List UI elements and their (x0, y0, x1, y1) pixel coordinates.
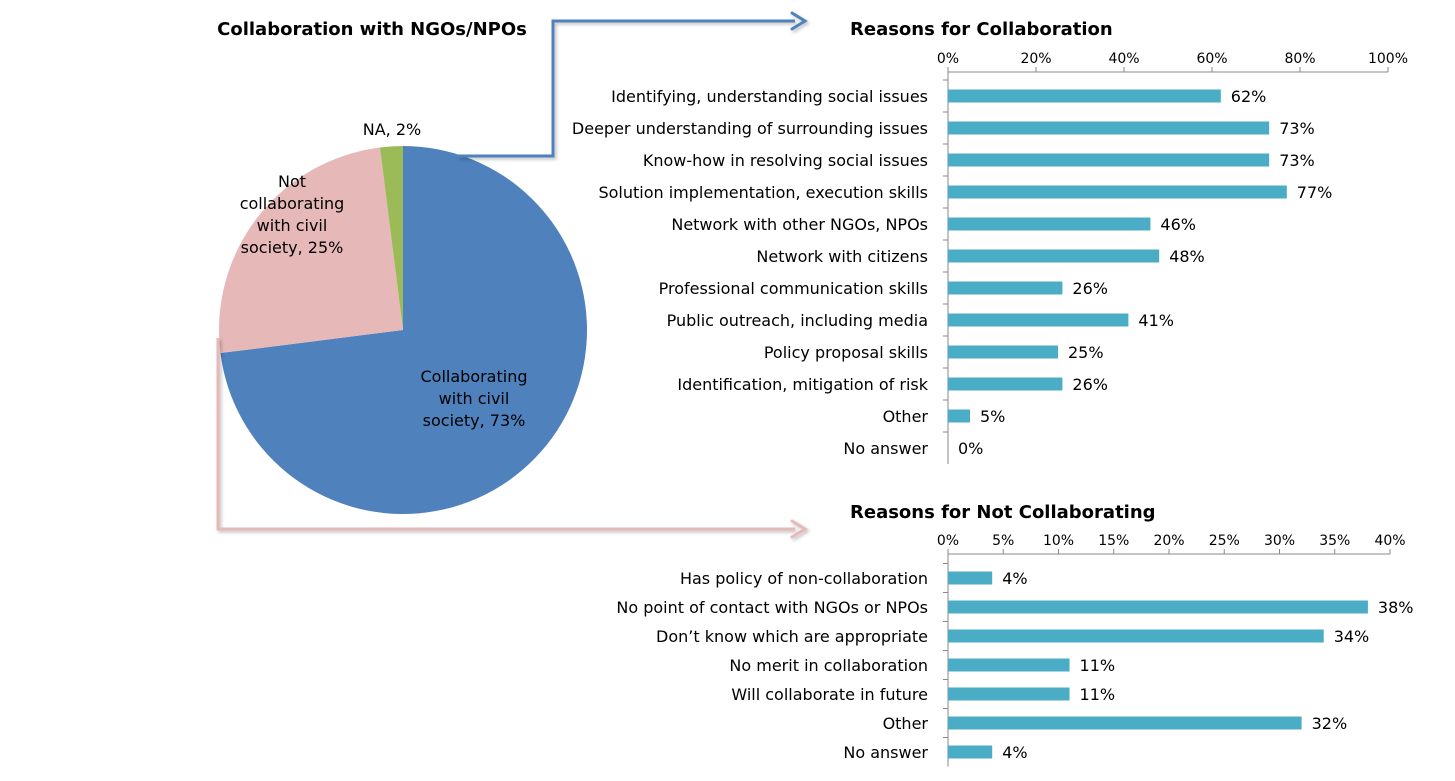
not-collaborating-chart-title: Reasons for Not Collaborating (850, 502, 1156, 523)
x-tick-label: 80% (1284, 51, 1315, 67)
data-label: 26% (1072, 279, 1108, 298)
x-tick-label: 30% (1264, 533, 1295, 549)
category-label: Has policy of non-collaboration (680, 569, 928, 588)
connector-arrows (216, 11, 808, 539)
data-label: 34% (1334, 627, 1370, 646)
pie-slice-label: NA, 2% (363, 120, 421, 139)
arrowhead-blue-icon (790, 11, 808, 31)
x-tick-label: 10% (1043, 533, 1074, 549)
data-label: 77% (1297, 183, 1333, 202)
data-label: 11% (1080, 656, 1116, 675)
not-collaborating-reasons-chart: Reasons for Not Collaborating 0% 5% 10% 15%… (616, 502, 1413, 767)
bar (948, 571, 993, 585)
category-label: No merit in collaboration (729, 656, 928, 675)
category-label: Identifying, understanding social issues (611, 87, 928, 106)
category-label: No point of contact with NGOs or NPOs (616, 598, 928, 617)
category-label: Identification, mitigation of risk (677, 375, 928, 394)
x-tick-label: 20% (1153, 533, 1184, 549)
data-label: 11% (1080, 685, 1116, 704)
data-label: 4% (1002, 743, 1027, 762)
x-tick-label: 40% (1374, 533, 1405, 549)
pie-slice-label: Collaborating with civil society, 73% (421, 367, 528, 430)
data-label: 25% (1068, 343, 1104, 362)
pie-slice (220, 146, 587, 514)
bar (948, 600, 1368, 614)
bar (948, 153, 1270, 167)
bar (948, 345, 1058, 359)
bar (948, 629, 1324, 643)
x-tick-label: 35% (1319, 533, 1350, 549)
data-label: 62% (1231, 87, 1267, 106)
bar (948, 745, 993, 759)
data-label: 0% (958, 439, 983, 458)
bar (948, 409, 970, 423)
data-label: 73% (1279, 119, 1315, 138)
bar (948, 185, 1287, 199)
data-label: 41% (1138, 311, 1174, 330)
data-label: 73% (1279, 151, 1315, 170)
connector-to-not-collaborating-chart (216, 338, 795, 531)
bar (948, 249, 1160, 263)
pie-slices (219, 146, 587, 514)
data-label: 48% (1169, 247, 1205, 266)
category-label: Network with citizens (756, 247, 928, 266)
bar (948, 658, 1070, 672)
connector-to-collaboration-chart (458, 19, 795, 158)
category-label: Know-how in resolving social issues (643, 151, 928, 170)
category-label: Solution implementation, execution skill… (598, 183, 928, 202)
bar (948, 281, 1063, 295)
pie-title: Collaboration with NGOs/NPOs (217, 19, 527, 40)
data-label: 4% (1002, 569, 1027, 588)
not-collaborating-bars: 0% 5% 10% 15% 20% 25% 30% 35% 40% Has policy of n… (616, 533, 1413, 767)
category-label: Network with other NGOs, NPOs (671, 215, 928, 234)
category-label: Deeper understanding of surrounding issu… (572, 119, 928, 138)
x-tick-label: 100% (1368, 51, 1408, 67)
x-tick-label: 15% (1098, 533, 1129, 549)
bar (948, 687, 1070, 701)
pie-slice (379, 146, 403, 330)
pie-labels: Collaborating with civil society, 73% Not co… (240, 120, 528, 430)
x-tick-label: 40% (1108, 51, 1139, 67)
x-tick-label: 5% (992, 533, 1014, 549)
x-tick-label: 0% (937, 533, 959, 549)
category-label: Will collaborate in future (731, 685, 928, 704)
bar (948, 217, 1151, 231)
category-label: Other (883, 407, 929, 426)
collaboration-bars: 0% 20% 40% 60% 80% 100% Identifying, understan… (572, 51, 1408, 464)
x-tick-label: 60% (1196, 51, 1227, 67)
category-label: Don’t know which are appropriate (656, 627, 928, 646)
category-label: Policy proposal skills (764, 343, 928, 362)
category-label: No answer (843, 439, 928, 458)
collaboration-chart-title: Reasons for Collaboration (850, 19, 1113, 40)
bar (948, 716, 1302, 730)
data-label: 32% (1312, 714, 1348, 733)
x-tick-label: 0% (937, 51, 959, 67)
category-label: Public outreach, including media (667, 311, 928, 330)
data-label: 26% (1072, 375, 1108, 394)
x-tick-label: 25% (1209, 533, 1240, 549)
pie-chart: Collaboration with NGOs/NPOs Collaborati… (217, 19, 587, 514)
collaboration-reasons-chart: Reasons for Collaboration 0% 20% 40% 60% 80%… (572, 19, 1408, 464)
data-label: 38% (1378, 598, 1414, 617)
category-label: Other (883, 714, 929, 733)
data-label: 46% (1160, 215, 1196, 234)
pie-slice-label: Not collaborating with civil society, 25% (240, 172, 345, 257)
category-label: Professional communication skills (659, 279, 928, 298)
arrowhead-pink-icon (790, 519, 808, 539)
category-label: No answer (843, 743, 928, 762)
bar (948, 377, 1063, 391)
bar (948, 313, 1129, 327)
data-label: 5% (980, 407, 1005, 426)
bar (948, 121, 1270, 135)
pie-slice (219, 147, 403, 354)
x-tick-label: 20% (1020, 51, 1051, 67)
bar (948, 89, 1221, 103)
